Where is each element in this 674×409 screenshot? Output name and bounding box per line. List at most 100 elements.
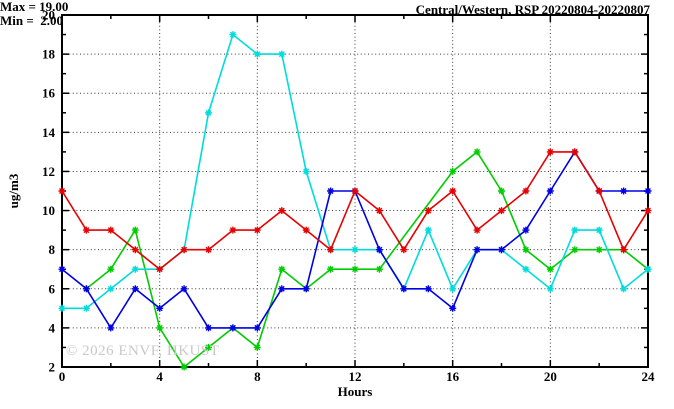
series-green-marker [156, 324, 164, 332]
x-axis-title: Hours [337, 384, 373, 399]
series-green-marker [131, 226, 139, 234]
series-green-marker [253, 343, 261, 351]
series-red-marker [498, 207, 505, 215]
series-cyan-marker [253, 50, 261, 58]
series-red-marker [449, 187, 457, 195]
svg-text:20: 20 [544, 369, 557, 384]
svg-text:20: 20 [42, 8, 55, 23]
watermark-text: © 2026 ENVF, HKUST [66, 343, 220, 359]
series-blue-marker [82, 285, 90, 293]
series-cyan-marker [107, 285, 115, 293]
series-blue-marker [205, 324, 212, 332]
series-blue-marker [375, 246, 383, 254]
series-cyan-marker [82, 304, 90, 312]
series-red-marker [522, 187, 530, 195]
series-green-marker [351, 265, 359, 273]
series-red-marker [107, 226, 115, 234]
svg-text:18: 18 [42, 47, 56, 62]
svg-text:8: 8 [254, 369, 261, 384]
series-blue-marker [522, 226, 530, 234]
series-green-marker [473, 148, 481, 156]
series-blue-marker [253, 324, 261, 332]
svg-text:6: 6 [49, 281, 56, 296]
series-blue-marker [107, 324, 115, 332]
series-red-marker [546, 148, 554, 156]
series-blue-marker [156, 304, 164, 312]
series-red-marker [620, 246, 628, 254]
series-blue-marker [546, 187, 554, 195]
series-blue-marker [302, 285, 310, 293]
series-cyan-marker [278, 50, 286, 58]
series-red-marker [131, 246, 139, 254]
svg-text:4: 4 [49, 320, 56, 335]
series-cyan-marker [644, 265, 652, 273]
series-blue-marker [473, 246, 481, 254]
series-blue-marker [180, 285, 188, 293]
svg-text:8: 8 [49, 242, 56, 257]
axis-ticks [61, 14, 649, 368]
series-blue-marker [424, 285, 432, 293]
svg-text:12: 12 [349, 369, 362, 384]
svg-text:4: 4 [156, 369, 163, 384]
svg-text:14: 14 [42, 125, 56, 140]
x-tick-labels: 0 4 8 12 16 20 24 [59, 369, 655, 384]
series-red-line [58, 148, 652, 273]
series-green-marker [498, 187, 505, 195]
series-cyan-marker [595, 226, 603, 234]
series-blue-marker [58, 265, 66, 273]
series-cyan-marker [571, 226, 579, 234]
series-cyan-marker [302, 167, 310, 175]
stats-legend: Max = 19.00 Min = 2.00 [0, 0, 674, 28]
series-red-marker [473, 226, 481, 234]
series-green-line [82, 148, 652, 371]
series-green-marker [546, 265, 554, 273]
series-blue-marker [229, 324, 237, 332]
series-red-marker [351, 187, 359, 195]
min-value-label: Min = 2.00 [0, 13, 64, 28]
svg-text:2: 2 [49, 360, 56, 375]
series-red-marker [595, 187, 603, 195]
series-red-marker [58, 187, 66, 195]
svg-text:16: 16 [446, 369, 460, 384]
series-blue-marker [620, 187, 628, 195]
series-cyan-marker [205, 109, 212, 117]
series-red-marker [644, 207, 652, 215]
series-red-marker [571, 148, 579, 156]
series-red-marker [327, 246, 335, 254]
series-green-marker [205, 343, 212, 351]
series-cyan-marker [449, 285, 457, 293]
series-blue-marker [278, 285, 286, 293]
series-cyan-marker [58, 304, 66, 312]
series-green-marker [375, 265, 383, 273]
series-red-marker [180, 246, 188, 254]
series-green-marker [278, 265, 286, 273]
y-axis-title: ug/m3 [6, 173, 21, 209]
series-cyan-marker [131, 265, 139, 273]
series-green-marker [180, 363, 188, 371]
series-blue-marker [400, 285, 408, 293]
series-blue-marker [449, 304, 457, 312]
series-red-marker [400, 246, 408, 254]
series-blue-marker [644, 187, 652, 195]
svg-text:0: 0 [59, 369, 66, 384]
svg-text:10: 10 [42, 203, 55, 218]
series-cyan-marker [424, 226, 432, 234]
series-cyan-marker [546, 285, 554, 293]
series-cyan-marker [351, 246, 359, 254]
series-red-marker [375, 207, 383, 215]
series-red-marker [278, 207, 286, 215]
series-green-marker [107, 265, 115, 273]
series-red-marker [229, 226, 237, 234]
svg-text:24: 24 [642, 369, 656, 384]
series-blue-marker [327, 187, 335, 195]
series-cyan-marker [620, 285, 628, 293]
series-green-marker [595, 246, 603, 254]
series-cyan-marker [522, 265, 530, 273]
series-green-marker [327, 265, 335, 273]
series-blue-marker [498, 246, 505, 254]
chart-title: Central/Western, RSP 20220804-20220807 [415, 2, 650, 17]
series-green-marker [571, 246, 579, 254]
max-value-label: Max = 19.00 [0, 0, 69, 14]
